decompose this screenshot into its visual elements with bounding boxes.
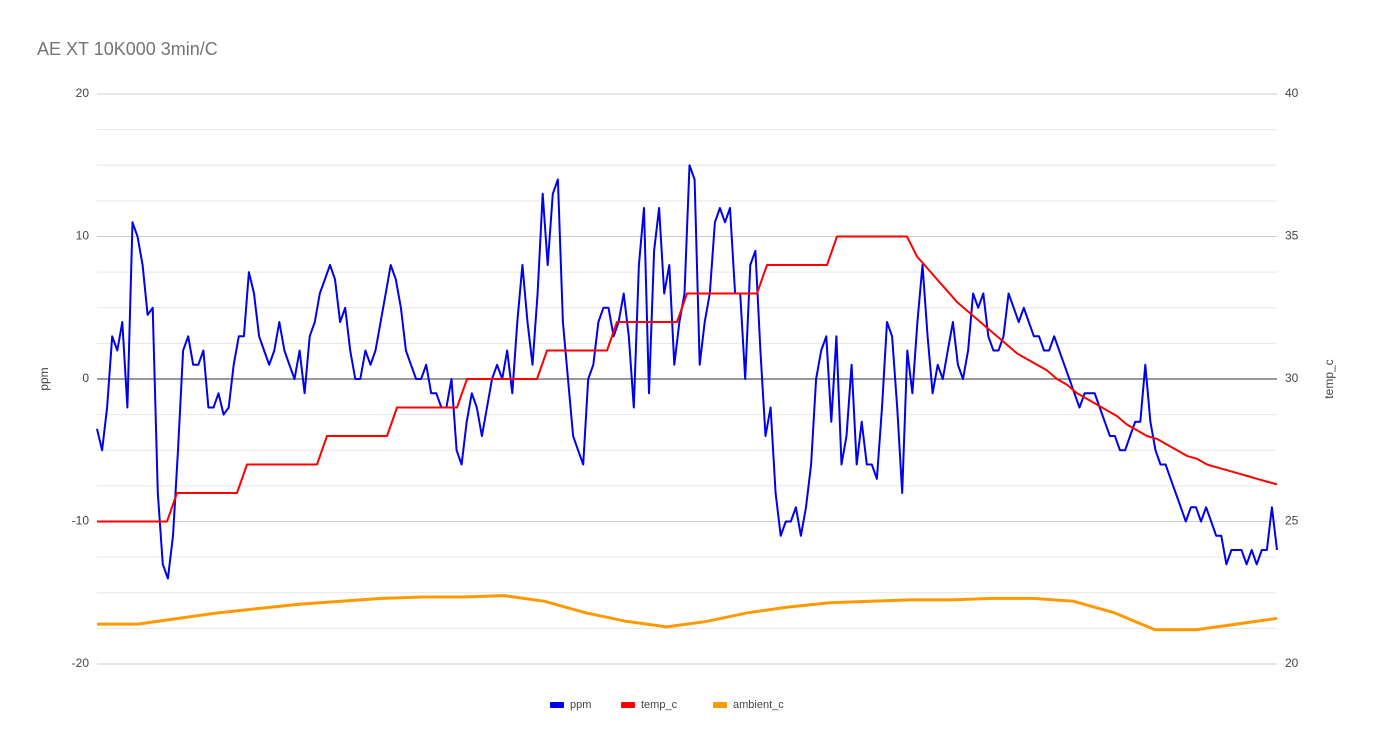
y-tick-label: -10 — [72, 514, 90, 528]
legend-label: ppm — [570, 699, 591, 711]
chart-title: AE XT 10K000 3min/C — [37, 39, 218, 59]
legend-swatch — [550, 702, 564, 708]
series-line — [96, 164, 1278, 580]
y2-tick-label: 40 — [1285, 86, 1299, 100]
y2-tick-label: 30 — [1285, 371, 1299, 385]
legend-label: temp_c — [641, 699, 678, 711]
y2-axis-title: temp_c — [1322, 359, 1336, 398]
y-tick-label: 20 — [76, 86, 90, 100]
y-axis-title: ppm — [37, 367, 51, 390]
y-tick-label: 10 — [76, 229, 90, 243]
legend-label: ambient_c — [733, 699, 784, 711]
y-tick-label: -20 — [72, 656, 90, 670]
y2-tick-label: 25 — [1285, 514, 1299, 528]
legend-swatch — [713, 702, 727, 708]
legend-swatch — [621, 702, 635, 708]
series-line — [97, 594, 1278, 632]
y2-tick-label: 35 — [1285, 229, 1299, 243]
series-line — [97, 235, 1278, 523]
y2-tick-label: 20 — [1285, 656, 1299, 670]
y-tick-label: 0 — [82, 371, 89, 385]
